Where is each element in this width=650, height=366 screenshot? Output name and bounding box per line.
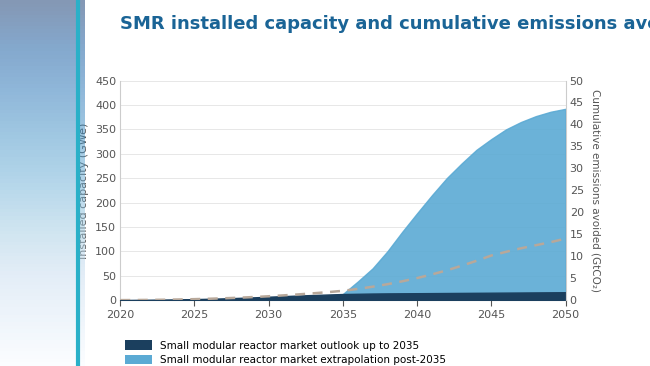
- Legend: Small modular reactor market outlook up to 2035, Small modular reactor market ex: Small modular reactor market outlook up …: [125, 340, 446, 366]
- Y-axis label: Installed capacity (GWe): Installed capacity (GWe): [79, 122, 90, 258]
- Text: SMR installed capacity and cumulative emissions avoided: SMR installed capacity and cumulative em…: [120, 15, 650, 33]
- Y-axis label: Cumulative emissions avoided (GtCO₂): Cumulative emissions avoided (GtCO₂): [591, 89, 601, 292]
